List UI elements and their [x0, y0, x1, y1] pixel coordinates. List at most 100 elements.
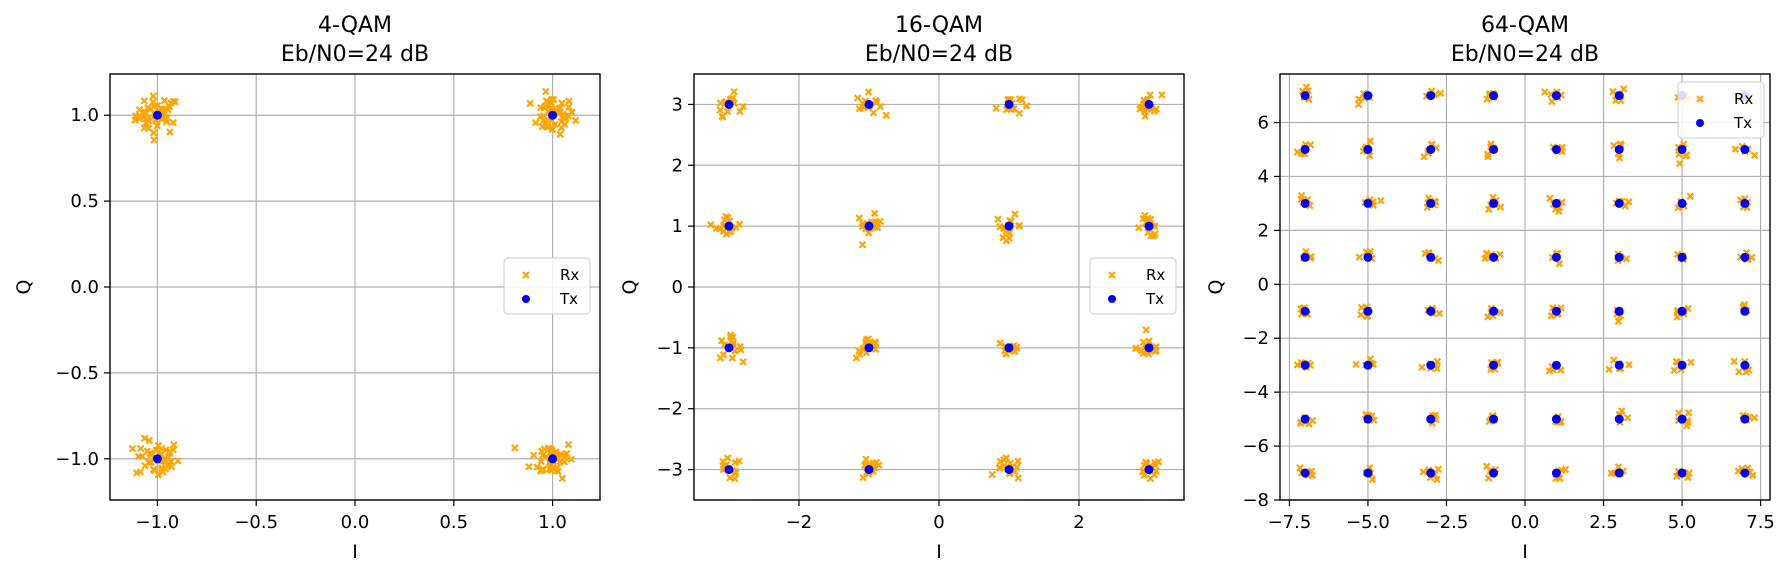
rx-point — [1146, 474, 1155, 483]
rx-point — [531, 118, 540, 127]
tx-point — [1426, 306, 1436, 316]
tx-point — [1363, 91, 1373, 101]
rx-point — [169, 118, 178, 127]
rx-point — [717, 336, 726, 345]
rx-point — [730, 474, 739, 483]
tx-point — [152, 454, 162, 464]
rx-point — [1670, 366, 1679, 375]
rx-point — [862, 455, 870, 464]
rx-point — [726, 333, 735, 341]
rx-point — [147, 451, 155, 459]
y-tick-label: −0.5 — [55, 363, 99, 384]
rx-point — [736, 107, 744, 116]
rx-point — [153, 122, 161, 130]
tx-point — [1300, 360, 1310, 370]
rx-point — [1137, 346, 1146, 355]
tx-point — [152, 110, 162, 120]
rx-point — [1152, 467, 1160, 475]
y-axis-label: Q — [619, 280, 641, 295]
tx-point — [1300, 414, 1310, 424]
y-tick-label: 2 — [1258, 220, 1269, 241]
rx-point — [568, 108, 576, 116]
y-tick-label: 0.5 — [70, 191, 99, 212]
x-tick-label: 0.0 — [341, 512, 370, 533]
tx-point — [1426, 468, 1436, 478]
y-axis-label: Q — [13, 280, 35, 295]
tx-point — [1614, 414, 1624, 424]
tx-point — [1426, 91, 1436, 101]
rx-point — [1296, 463, 1304, 472]
tx-point — [1740, 252, 1750, 262]
legend-tx-label: Tx — [559, 290, 578, 308]
tx-point — [548, 110, 558, 120]
rx-point — [728, 354, 737, 362]
tx-point — [1614, 468, 1624, 478]
rx-point — [1147, 231, 1155, 240]
legend-rx-label: Rx — [1146, 266, 1165, 284]
rx-point — [1687, 358, 1695, 367]
tx-point — [1489, 306, 1499, 316]
rx-point — [739, 358, 747, 366]
chart-subtitle: Eb/N0=24 dB — [1451, 42, 1599, 67]
rx-point — [872, 96, 880, 105]
tx-point — [1489, 360, 1499, 370]
rx-point — [1545, 367, 1554, 375]
rx-point — [870, 209, 879, 218]
rx-point — [1555, 207, 1563, 216]
tx-point — [1740, 414, 1750, 424]
rx-point — [864, 88, 873, 96]
chart-subtitle: Eb/N0=24 dB — [281, 42, 429, 67]
rx-point — [853, 94, 862, 102]
panel-3: −7.5 −5.0 −2.5 0.0 2.5 5.0 7.5 −8 −6 −4 −2 0 2 4 6 I Q 64… — [1205, 13, 1775, 563]
x-tick-label: −2 — [786, 512, 813, 533]
rx-point — [996, 339, 1004, 348]
tx-point — [1489, 252, 1499, 262]
legend-rx-marker — [1696, 95, 1704, 103]
tx-point — [1551, 252, 1561, 262]
tx-point — [1740, 198, 1750, 208]
tx-point — [1614, 360, 1624, 370]
rx-point — [153, 101, 162, 110]
y-tick-label: 3 — [672, 94, 683, 115]
rx-point — [1357, 310, 1365, 319]
rx-point — [154, 470, 163, 479]
rx-point — [876, 102, 885, 111]
rx-point — [712, 224, 721, 233]
rx-point — [995, 463, 1004, 472]
rx-point — [544, 123, 552, 131]
rx-point — [542, 97, 551, 105]
rx-point — [999, 233, 1007, 242]
x-tick-label: −7.5 — [1268, 512, 1312, 533]
rx-point — [1158, 91, 1166, 99]
tx-point — [724, 221, 734, 231]
tx-point — [1426, 360, 1436, 370]
x-axis-label: I — [936, 541, 942, 563]
rx-point — [1022, 102, 1031, 110]
tx-point — [864, 465, 874, 475]
tx-point — [1426, 414, 1436, 424]
rx-point — [1482, 249, 1491, 258]
rx-point — [882, 111, 890, 120]
rx-point — [1014, 474, 1023, 482]
tx-point — [1489, 198, 1499, 208]
rx-point — [510, 444, 519, 452]
y-tick-label: 0 — [672, 277, 683, 298]
rx-point — [1377, 196, 1385, 205]
rx-point — [1293, 361, 1302, 369]
rx-point — [1740, 300, 1749, 309]
rx-point — [1615, 154, 1624, 162]
rx-point — [1015, 95, 1024, 103]
tx-point — [1363, 198, 1373, 208]
rx-point — [992, 104, 1000, 113]
rx-point — [1419, 468, 1428, 476]
rx-point — [565, 97, 573, 105]
rx-point — [171, 97, 179, 106]
ticks: −7.5 −5.0 −2.5 0.0 2.5 5.0 7.5 −8 −6 −4 −2 0 2 4 6 — [1242, 113, 1774, 533]
x-tick-label: 2 — [1073, 512, 1084, 533]
x-tick-label: 2.5 — [1589, 512, 1618, 533]
rx-point — [1368, 475, 1377, 484]
tx-point — [1740, 468, 1750, 478]
rx-point — [735, 220, 744, 229]
rx-point — [558, 99, 566, 107]
